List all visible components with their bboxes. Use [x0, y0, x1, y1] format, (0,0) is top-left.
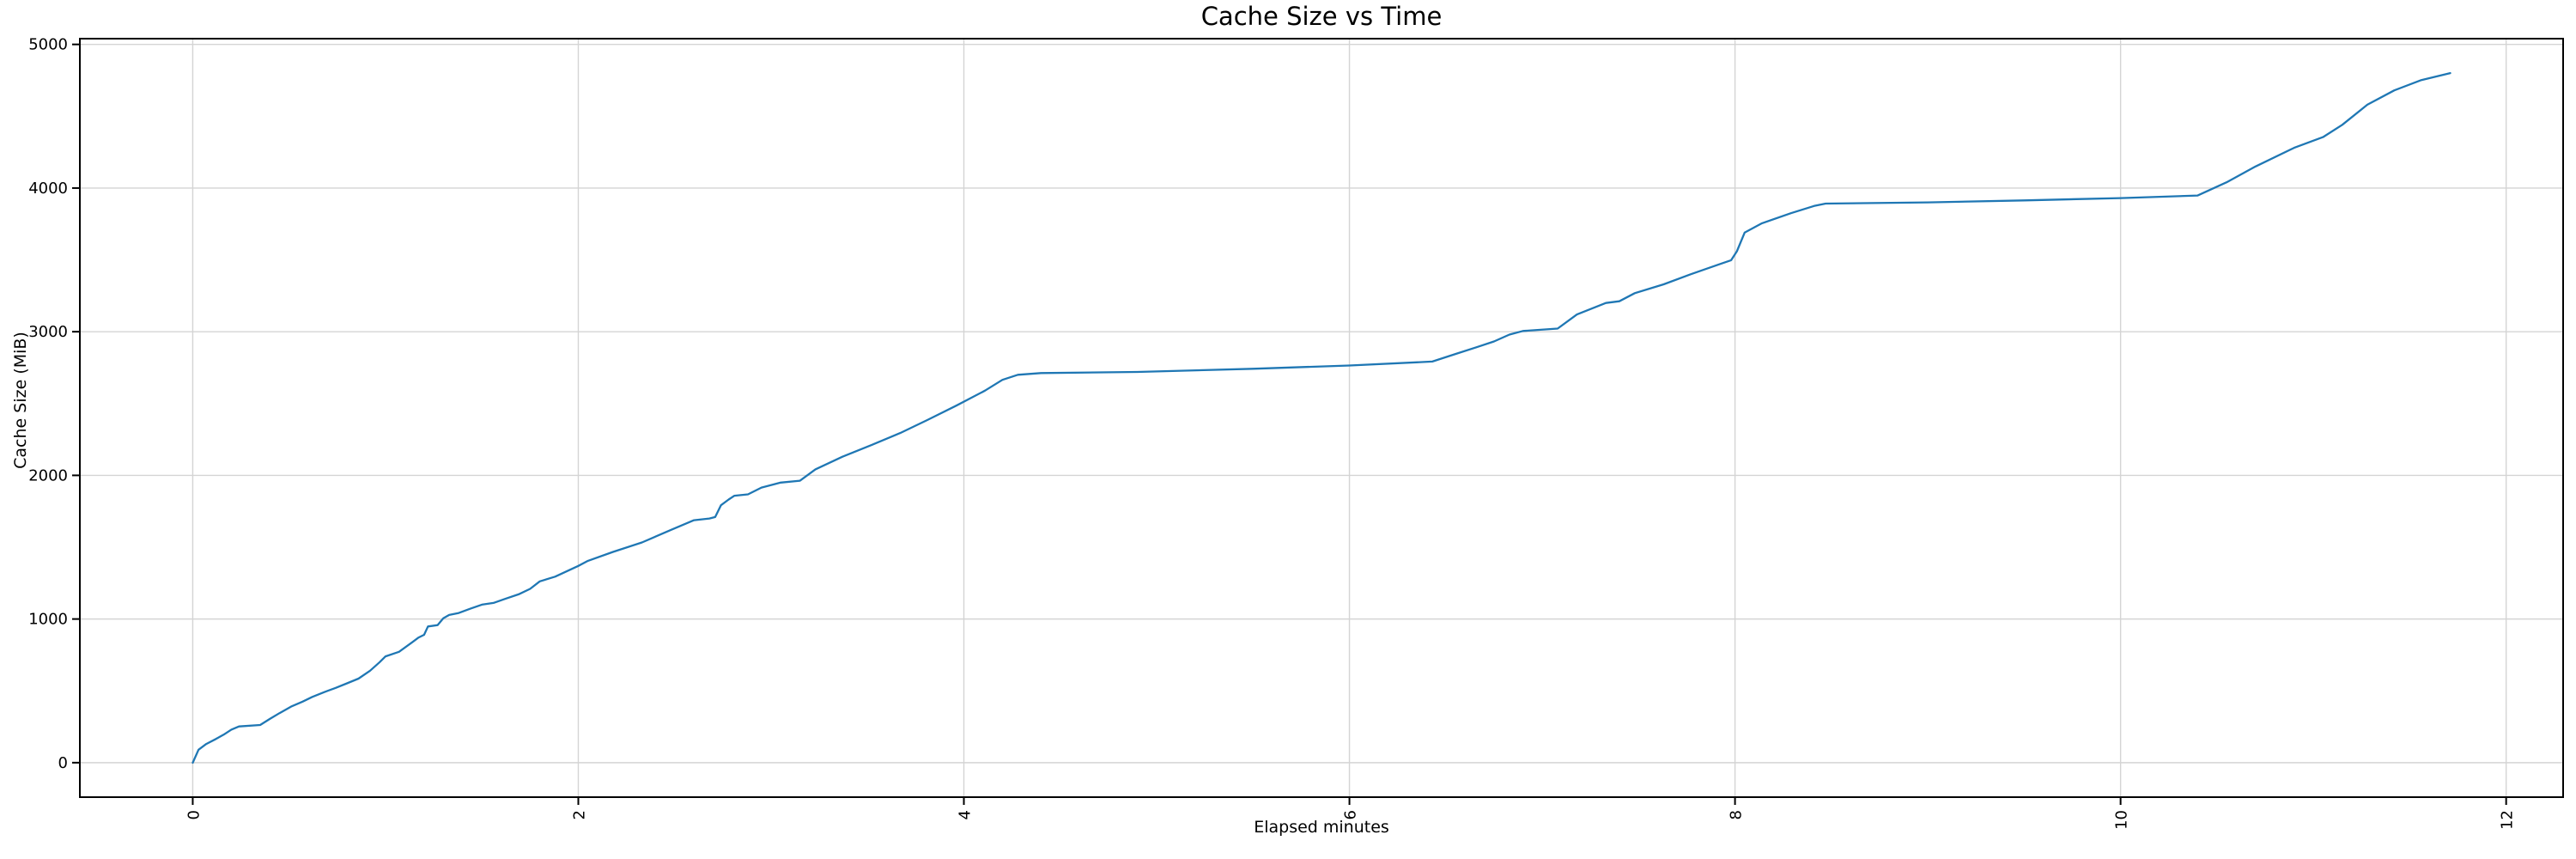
x-tick-label: 12 [2499, 810, 2517, 830]
y-tick-label: 4000 [28, 180, 68, 198]
x-tick-label: 6 [1342, 810, 1360, 819]
x-tick-label: 8 [1728, 810, 1746, 819]
chart-title: Cache Size vs Time [1200, 2, 1443, 31]
y-tick-label: 3000 [28, 323, 68, 341]
cache-size-line [191, 71, 2451, 765]
x-tick-label: 2 [570, 810, 588, 819]
y-tick-label: 5000 [28, 36, 68, 54]
x-tick-label: 4 [957, 810, 975, 819]
x-axis-label: Elapsed minutes [1254, 818, 1389, 837]
y-axis-label: Cache Size (MiB) [11, 332, 30, 469]
x-tick-label: 0 [185, 810, 203, 819]
y-tick-label: 0 [58, 754, 68, 772]
y-tick-label: 1000 [28, 611, 68, 629]
y-tick-label: 2000 [28, 466, 68, 484]
x-tick-label: 10 [2113, 810, 2131, 830]
axes-frame [79, 38, 2564, 798]
